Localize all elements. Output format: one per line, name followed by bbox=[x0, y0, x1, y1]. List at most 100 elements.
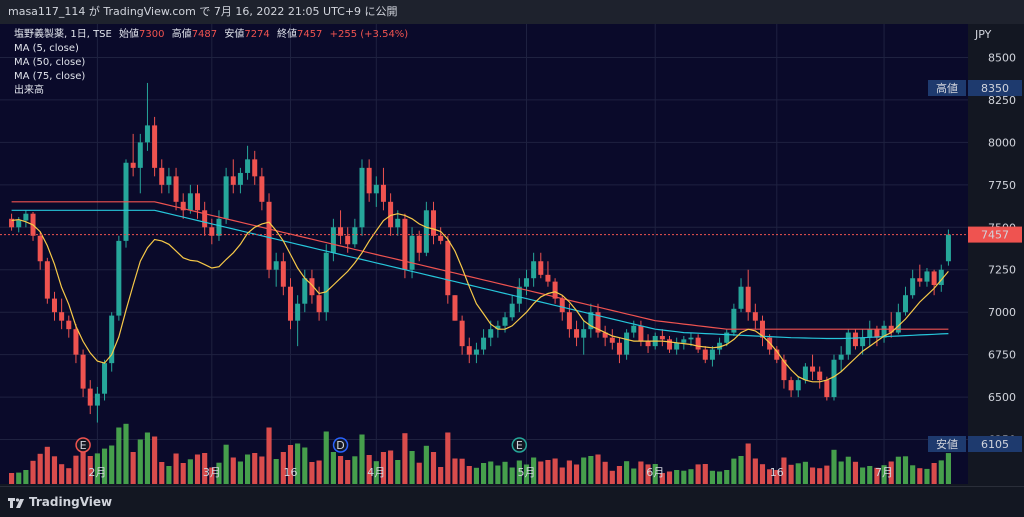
volume-bar bbox=[473, 467, 479, 484]
volume-bar bbox=[123, 423, 129, 484]
candle-body bbox=[738, 286, 744, 309]
candle bbox=[37, 232, 43, 270]
candle-body bbox=[688, 337, 694, 340]
plot-background bbox=[0, 24, 968, 484]
event-label: E bbox=[80, 439, 87, 452]
candle-body bbox=[838, 354, 844, 360]
price-tag-value: 8350 bbox=[981, 82, 1009, 95]
candle bbox=[245, 145, 251, 180]
candle-body bbox=[130, 162, 136, 168]
volume-bar bbox=[66, 468, 72, 484]
candle-body bbox=[516, 286, 522, 304]
candle-body bbox=[116, 240, 122, 316]
candle bbox=[752, 303, 758, 330]
volume-bar bbox=[902, 456, 909, 484]
volume-bar bbox=[602, 461, 608, 484]
volume-bar bbox=[938, 460, 944, 484]
volume-bar bbox=[774, 470, 780, 484]
price-tag-label: 安値 bbox=[936, 437, 958, 451]
volume-bar bbox=[481, 463, 487, 484]
volume-bar bbox=[552, 458, 558, 484]
candle bbox=[624, 329, 630, 360]
volume-bar bbox=[209, 467, 215, 484]
candle bbox=[409, 227, 415, 279]
volume-bar bbox=[359, 434, 365, 484]
candle bbox=[266, 193, 272, 279]
volume-bar bbox=[852, 461, 859, 484]
moving-averages bbox=[11, 201, 949, 383]
candle bbox=[230, 159, 236, 194]
volume-bar bbox=[409, 451, 415, 484]
volume-bar bbox=[373, 461, 379, 484]
tradingview-logo[interactable]: TradingView bbox=[8, 495, 112, 509]
candle bbox=[252, 150, 258, 185]
candle bbox=[466, 337, 472, 364]
volume-bar bbox=[180, 463, 186, 484]
candle-body bbox=[531, 261, 537, 279]
price-chart[interactable]: JPY 850082508000775075007250700067506500… bbox=[0, 24, 1024, 486]
volume-bar bbox=[380, 452, 387, 484]
candle bbox=[330, 218, 336, 262]
candle bbox=[180, 193, 186, 219]
legend-ma50[interactable]: MA (50, close) bbox=[14, 57, 86, 68]
candle-body bbox=[252, 159, 258, 177]
volume-bar bbox=[309, 462, 315, 484]
candle-body bbox=[209, 227, 215, 236]
legend-volume[interactable]: 出来高 bbox=[14, 85, 44, 96]
candle bbox=[588, 303, 594, 338]
y-tick-label: 6750 bbox=[988, 349, 1016, 362]
candle bbox=[130, 133, 136, 177]
candle-body bbox=[473, 349, 479, 355]
candle bbox=[488, 320, 494, 347]
volume-bar bbox=[495, 465, 501, 484]
legend-ma5[interactable]: MA (5, close) bbox=[14, 43, 79, 54]
candle-body bbox=[702, 349, 708, 360]
candle-body bbox=[559, 298, 565, 313]
candle bbox=[881, 320, 887, 343]
volume-bar bbox=[709, 470, 715, 484]
candle-body bbox=[810, 366, 816, 372]
volume-bar bbox=[59, 464, 65, 484]
candle-body bbox=[795, 380, 801, 391]
volume-bar bbox=[144, 432, 151, 484]
candle-body bbox=[166, 176, 172, 185]
candle-body bbox=[137, 142, 143, 168]
x-tick-label: 4月 bbox=[367, 466, 385, 479]
legend-close-label: 終値 bbox=[276, 29, 297, 40]
price-axis-panel bbox=[968, 24, 1024, 486]
candle bbox=[838, 346, 844, 372]
candle-body bbox=[895, 312, 901, 333]
price-tag: 7457 bbox=[968, 226, 1022, 243]
candle bbox=[645, 334, 651, 353]
candle-body bbox=[831, 359, 837, 398]
candle bbox=[674, 337, 680, 355]
candle bbox=[416, 230, 422, 262]
candle-body bbox=[216, 218, 222, 236]
y-tick-label: 6500 bbox=[988, 391, 1016, 404]
volume-bar bbox=[795, 463, 801, 484]
volume-bar bbox=[466, 466, 472, 484]
candle bbox=[159, 159, 165, 194]
candle-body bbox=[574, 329, 580, 338]
candle-body bbox=[44, 261, 50, 299]
candle bbox=[581, 320, 587, 355]
candle-body bbox=[280, 261, 286, 287]
candle-body bbox=[860, 337, 866, 347]
volume-bar bbox=[452, 458, 458, 484]
volume-bar bbox=[631, 468, 637, 484]
candle bbox=[817, 366, 823, 389]
volume-bar bbox=[194, 454, 201, 484]
candle-body bbox=[359, 167, 365, 228]
volume-bar bbox=[509, 467, 515, 484]
candle bbox=[73, 324, 79, 364]
tradingview-icon bbox=[8, 497, 24, 508]
candle-body bbox=[152, 125, 158, 168]
volume-bar bbox=[781, 457, 787, 484]
volume-bar bbox=[895, 456, 901, 484]
candle bbox=[516, 278, 522, 313]
legend-ma75[interactable]: MA (75, close) bbox=[14, 71, 86, 82]
candle bbox=[867, 320, 873, 347]
volume-bars bbox=[9, 423, 951, 484]
volume-bar bbox=[73, 455, 79, 484]
candle bbox=[94, 386, 100, 423]
